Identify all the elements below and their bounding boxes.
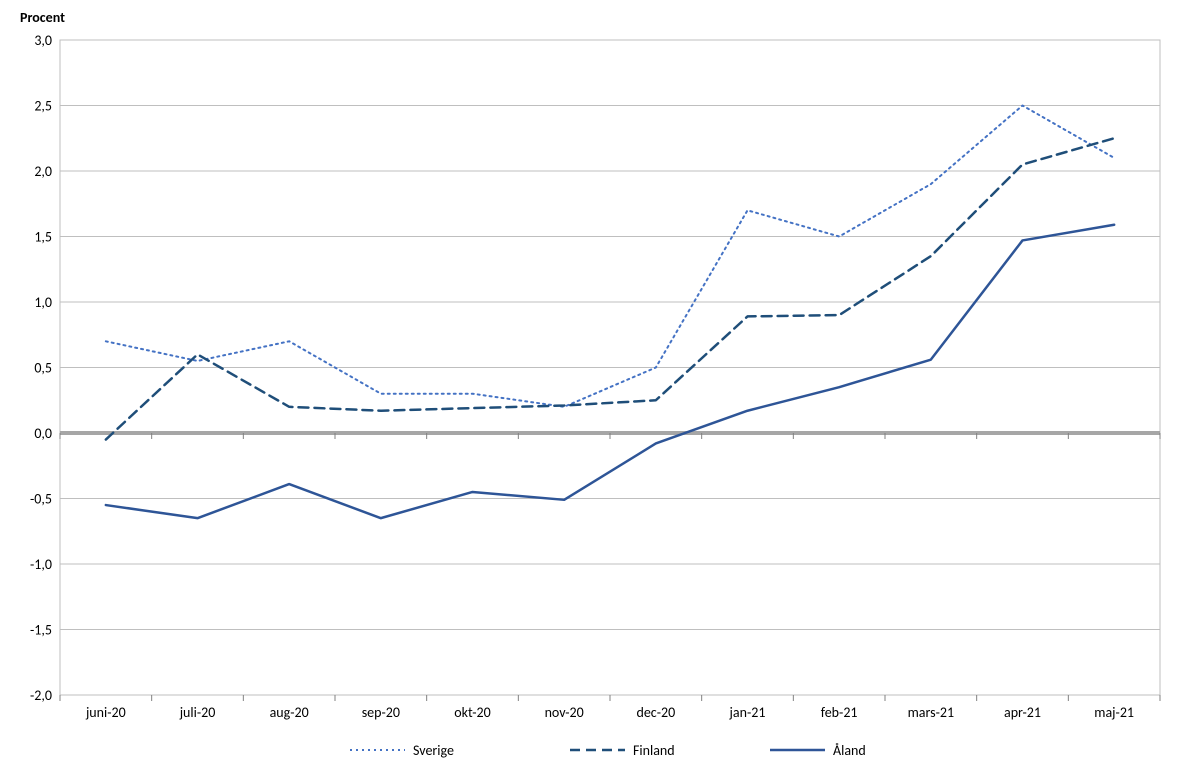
line-chart: -2,0 -1,5 -1,0 -0,5 0,0 0,5 1,0 1,5 2,0 2,5 3,0 jun… — [0, 0, 1180, 769]
y-tick-label: 0,0 — [34, 425, 52, 442]
y-tick-label: -1,5 — [30, 622, 52, 639]
x-tick-label: juli-20 — [179, 704, 216, 721]
x-tick-label: nov-20 — [545, 704, 584, 721]
x-tick-label: juni-20 — [85, 704, 126, 721]
legend-label: Sverige — [413, 742, 454, 759]
x-tick-label: apr-21 — [1004, 704, 1041, 721]
series-line — [106, 225, 1114, 518]
y-tick-label: 0,5 — [34, 360, 52, 377]
series-line — [106, 106, 1114, 407]
x-tick-label: sep-20 — [362, 704, 400, 721]
y-tick-label: -1,0 — [30, 556, 52, 573]
series-line — [106, 138, 1114, 439]
y-tick-label: 1,0 — [34, 294, 52, 311]
x-tick-label: mars-21 — [908, 704, 954, 721]
y-axis-title: Procent — [20, 9, 65, 26]
legend-label: Finland — [633, 742, 675, 759]
y-tick-label: 2,5 — [34, 98, 52, 115]
y-tick-label: -0,5 — [30, 491, 52, 508]
y-tick-label: 2,0 — [34, 163, 52, 180]
y-tick-label: -2,0 — [30, 687, 52, 704]
x-tick-label: maj-21 — [1094, 704, 1134, 721]
x-tick-label: aug-20 — [270, 704, 309, 721]
chart-svg: -2,0 -1,5 -1,0 -0,5 0,0 0,5 1,0 1,5 2,0 2,5 3,0 jun… — [0, 0, 1180, 769]
x-tick-label: jan-21 — [729, 704, 766, 721]
x-tick-label: feb-21 — [821, 704, 858, 721]
x-tick-label: dec-20 — [636, 704, 675, 721]
x-tick-label: okt-20 — [454, 704, 490, 721]
legend-label: Åland — [833, 742, 866, 759]
y-tick-label: 3,0 — [34, 32, 52, 49]
y-tick-label: 1,5 — [34, 229, 52, 246]
